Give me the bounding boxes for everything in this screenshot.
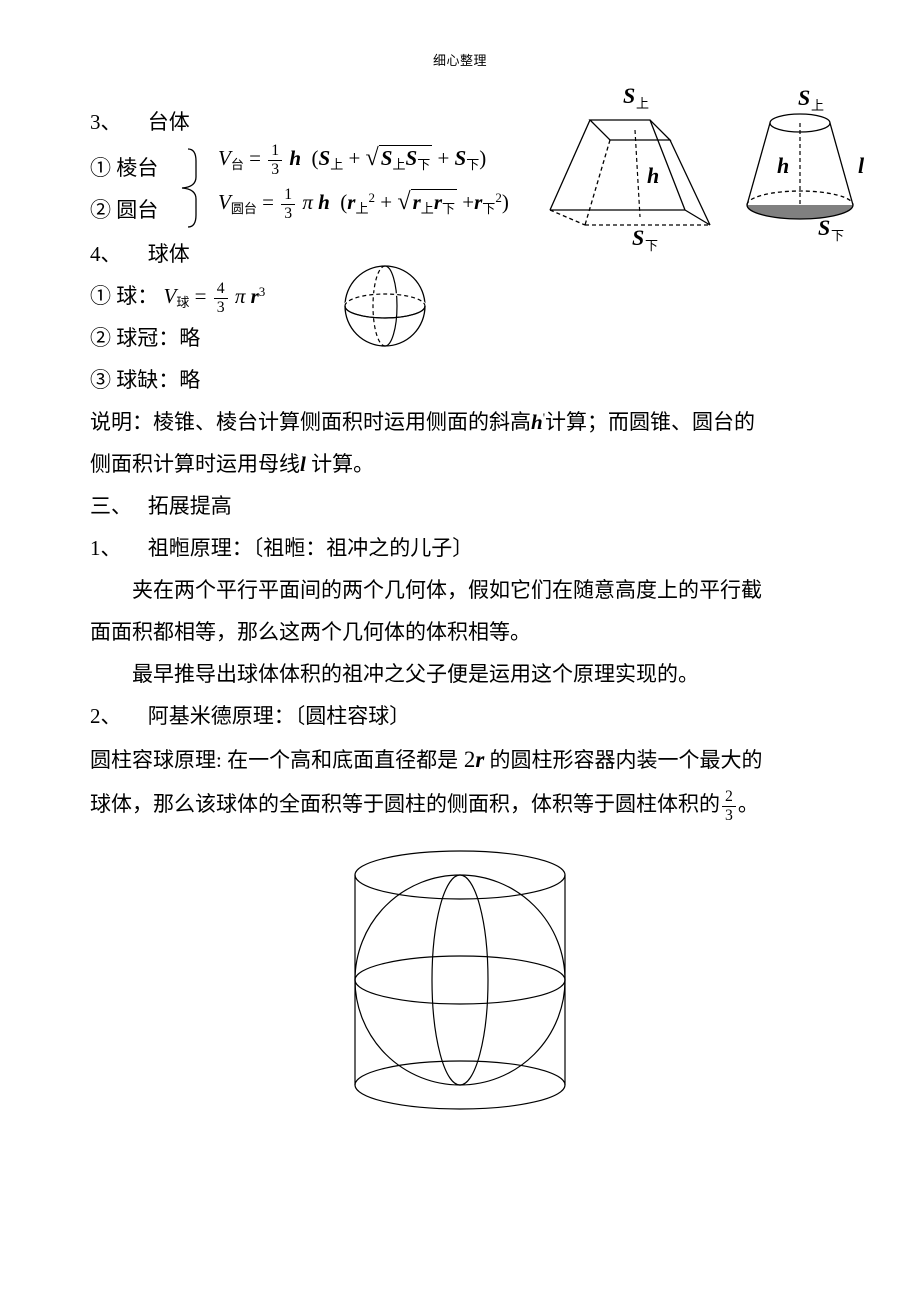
p2-para2: 球体，那么该球体的全面积等于圆柱的侧面积，体积等于圆柱体积的23。: [90, 783, 830, 825]
sec-ext-heading: 三、 拓展提高: [90, 485, 830, 527]
sec4-item2: ② 球冠：略: [90, 317, 830, 359]
p1-num: 1、: [90, 536, 122, 560]
svg-text:h: h: [777, 153, 789, 178]
page-header: 细心整理: [90, 50, 830, 69]
frustum-diagrams: S 上 h S 下 S 上 h l: [540, 95, 870, 250]
svg-text:下: 下: [645, 238, 658, 253]
sphere-small-diagram: [340, 261, 430, 356]
svg-text:S: S: [632, 225, 644, 250]
sec4-item1: ① 球： V球 = 43 π r3: [90, 275, 830, 317]
svg-text:S: S: [798, 85, 810, 110]
brace-icon: [178, 149, 206, 236]
sec3-formula2: V圆台 = 13 π h (r上2 + √r上r下 +r下2): [218, 187, 509, 222]
p2-num: 2、: [90, 704, 122, 728]
sec4-title: 球体: [148, 242, 190, 266]
note-line2: 侧面积计算时运用母线l 计算。: [90, 443, 830, 485]
note-line1: 说明：棱锥、棱台计算侧面积时运用侧面的斜高h'计算；而圆锥、圆台的: [90, 401, 830, 443]
sec3-item1-label: ① 棱台: [90, 147, 158, 189]
p2-para1: 圆柱容球原理: 在一个高和底面直径都是 2r 的圆柱形容器内装一个最大的: [90, 737, 830, 783]
sec-ext-num: 三、: [90, 494, 132, 518]
p2-title: 阿基米德原理：〔圆柱容球〕: [148, 704, 411, 728]
p1-para1a: 夹在两个平行平面间的两个几何体，假如它们在随意高度上的平行截: [90, 569, 830, 611]
svg-text:S: S: [818, 215, 830, 240]
p2-heading: 2、 阿基米德原理：〔圆柱容球〕: [90, 695, 830, 737]
svg-text:h: h: [647, 163, 659, 188]
svg-text:上: 上: [636, 96, 649, 111]
sec3-title: 台体: [148, 110, 190, 134]
sec4-num: 4、: [90, 242, 122, 266]
p1-heading: 1、 祖暅原理：〔祖暅：祖冲之的儿子〕: [90, 527, 830, 569]
sec3-formula1: V台 = 13 h (S上 + √S上S下 + S下): [218, 143, 486, 178]
p1-para1b: 面面积都相等，那么这两个几何体的体积相等。: [90, 611, 830, 653]
p1-para2: 最早推导出球体体积的祖冲之父子便是运用这个原理实现的。: [90, 653, 830, 695]
cylinder-sphere-diagram: [90, 845, 830, 1130]
sec4-item3: ③ 球缺：略: [90, 359, 830, 401]
svg-text:l: l: [858, 153, 865, 178]
svg-text:下: 下: [831, 228, 844, 243]
sec3-num: 3、: [90, 110, 122, 134]
svg-text:上: 上: [811, 98, 824, 113]
sec3-item2-label: ② 圆台: [90, 189, 158, 231]
svg-text:S: S: [623, 83, 635, 108]
sec-ext-title: 拓展提高: [148, 494, 232, 518]
p1-title: 祖暅原理：〔祖暅：祖冲之的儿子〕: [148, 536, 474, 560]
